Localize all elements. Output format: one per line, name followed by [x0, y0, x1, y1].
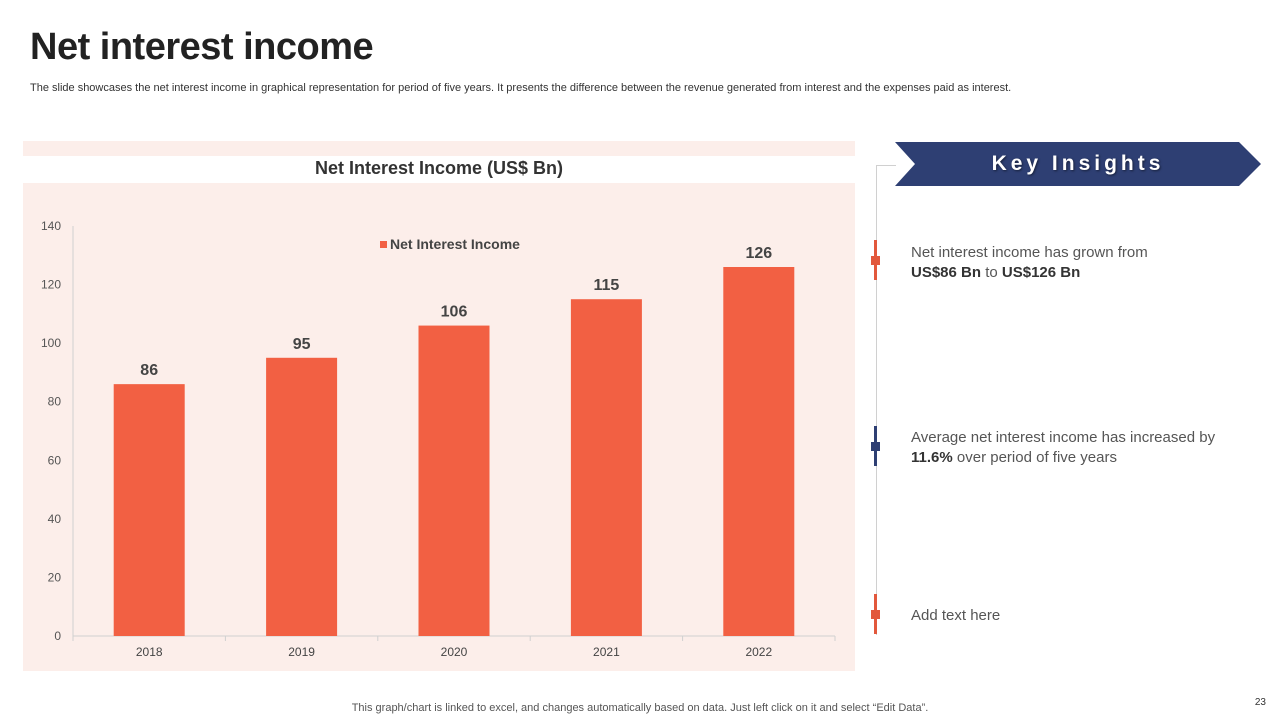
bar-chart: 0 20 40 60 80 100 120 140 86 2018 95 2019 106 2020 115… — [41, 219, 836, 659]
x-tick-label: 2022 — [745, 645, 772, 659]
insight-2-text: Average net interest income has increase… — [911, 429, 1220, 446]
insight-item-1: Net interest income has grown from US$86… — [911, 243, 1241, 283]
y-tick-label: 100 — [41, 336, 61, 350]
insight-3-text: Add text here — [911, 607, 1001, 624]
page-subtitle: The slide showcases the net interest inc… — [30, 82, 1012, 94]
timeline-line — [876, 165, 877, 635]
insight-1-end-value: US$126 Bn — [1001, 264, 1081, 281]
chart-title: Net Interest Income (US$ Bn) — [314, 158, 564, 178]
data-label: 86 — [140, 362, 158, 379]
data-label: 95 — [293, 336, 311, 353]
key-insights-banner: Key Insights — [895, 142, 1261, 186]
y-tick-label: 120 — [41, 278, 61, 292]
y-tick-label: 40 — [48, 512, 62, 526]
x-tick-label: 2018 — [136, 645, 163, 659]
y-tick-label: 80 — [48, 395, 62, 409]
bar — [570, 299, 642, 636]
insight-item-2: Average net interest income has increase… — [911, 428, 1241, 468]
bar — [723, 267, 795, 636]
bar — [113, 384, 185, 636]
insight-1-text: Net interest income has grown from — [911, 244, 1148, 261]
insight-1-connector: to — [981, 264, 1002, 281]
timeline-connector — [876, 165, 896, 166]
x-tick-label: 2019 — [288, 645, 315, 659]
page-number: 23 — [1254, 697, 1266, 708]
y-tick-label: 60 — [48, 453, 62, 467]
chart-header-strip — [23, 141, 855, 156]
bar — [418, 325, 490, 636]
y-tick-label: 140 — [41, 219, 61, 233]
data-label: 126 — [745, 245, 772, 262]
x-tick-label: 2020 — [441, 645, 468, 659]
x-tick-label: 2021 — [593, 645, 620, 659]
banner-shape — [895, 142, 1261, 186]
bar — [266, 357, 338, 636]
chart-panel[interactable]: 0 20 40 60 80 100 120 140 86 2018 95 2019 106 2020 115… — [23, 183, 855, 671]
insight-item-3: Add text here — [911, 606, 1241, 626]
footer-note: This graph/chart is linked to excel, and… — [351, 702, 929, 714]
insight-2-value: 11.6% — [911, 449, 953, 466]
data-label: 106 — [441, 304, 468, 321]
legend-label: Net Interest Income — [390, 236, 520, 252]
data-label: 115 — [593, 277, 619, 294]
page-title: Net interest income — [30, 26, 374, 68]
insight-2-text-end: over period of five years — [952, 449, 1117, 466]
insight-1-start-value: US$86 Bn — [911, 264, 982, 281]
y-tick-label: 0 — [54, 629, 61, 643]
insight-marker-2 — [871, 426, 881, 466]
key-insights-heading: Key Insights — [991, 152, 1165, 175]
insight-marker-3 — [871, 594, 881, 634]
y-tick-label: 20 — [48, 570, 62, 584]
legend-swatch — [380, 241, 387, 248]
insight-marker-1 — [871, 240, 881, 280]
